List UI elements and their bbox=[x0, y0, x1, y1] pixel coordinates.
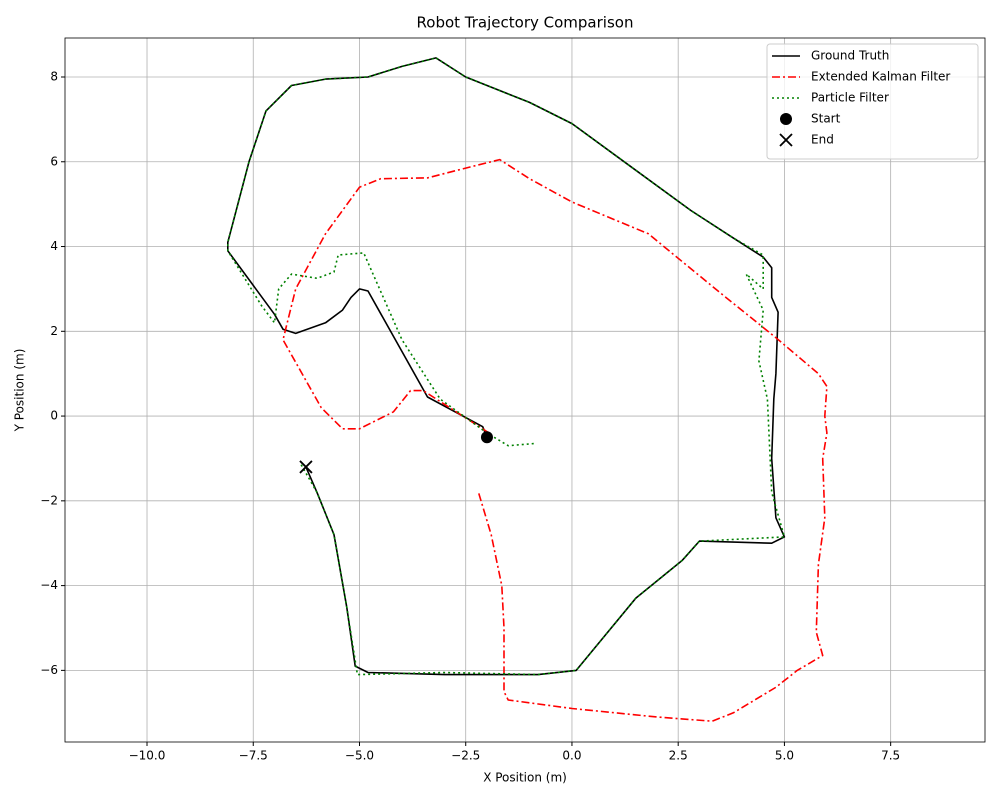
legend: Ground Truth Extended Kalman Filter Partic… bbox=[766, 43, 979, 160]
y-tick-label: 2 bbox=[50, 324, 58, 338]
y-tick-label: 4 bbox=[50, 239, 58, 253]
trajectory-line bbox=[282, 158, 828, 722]
x-tick-label: 7.5 bbox=[881, 749, 900, 763]
x-tick-label: −5.0 bbox=[345, 749, 374, 763]
x-tick-label: 0.0 bbox=[562, 749, 581, 763]
plot-frame bbox=[64, 37, 986, 743]
x-tick-label: −2.5 bbox=[451, 749, 480, 763]
legend-marker bbox=[780, 113, 792, 125]
trajectory-line bbox=[227, 57, 786, 676]
x-axis-label: X Position (m) bbox=[483, 771, 567, 785]
y-tick-label: −4 bbox=[40, 578, 58, 592]
y-tick-label: 0 bbox=[50, 409, 58, 423]
legend-label: Ground Truth bbox=[811, 49, 889, 63]
legend-label: Start bbox=[811, 112, 841, 126]
y-tick-label: −6 bbox=[40, 663, 58, 677]
x-tick-label: −7.5 bbox=[239, 749, 268, 763]
y-tick-label: −2 bbox=[40, 493, 58, 507]
x-tick-label: 2.5 bbox=[669, 749, 688, 763]
y-tick-label: 8 bbox=[50, 69, 58, 83]
legend-label: Particle Filter bbox=[811, 91, 889, 105]
y-tick-label: 6 bbox=[50, 154, 58, 168]
legend-label: Extended Kalman Filter bbox=[811, 70, 950, 84]
chart-title: Robot Trajectory Comparison bbox=[417, 14, 634, 32]
legend-box bbox=[766, 43, 979, 160]
x-tick-label: −10.0 bbox=[129, 749, 166, 763]
point-marker bbox=[480, 431, 493, 444]
point-marker bbox=[299, 460, 313, 474]
legend-marker bbox=[779, 133, 793, 147]
legend-label: End bbox=[811, 133, 834, 147]
x-tick-label: 5.0 bbox=[775, 749, 794, 763]
y-axis-label: Y Position (m) bbox=[13, 349, 27, 433]
